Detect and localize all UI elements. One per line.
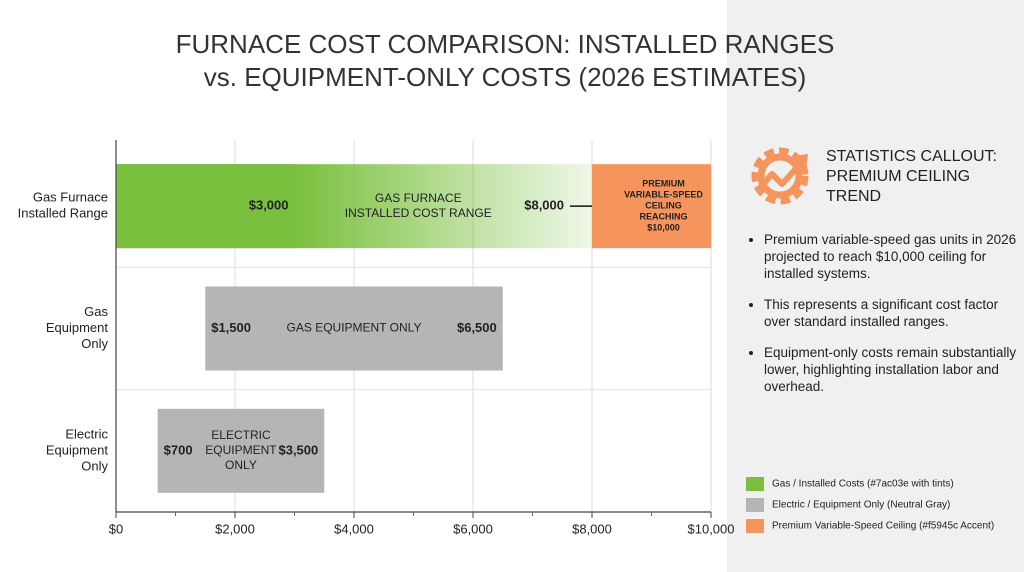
x-tick-label: $0 xyxy=(109,521,123,536)
callout-bullet: Equipment-only costs remain substantiall… xyxy=(764,344,1024,395)
bar-text: ONLY xyxy=(225,458,257,472)
side-panel xyxy=(727,0,1024,572)
range-bar xyxy=(157,408,325,493)
range-bar-base xyxy=(116,164,295,249)
callout-title-line: PREMIUM CEILING xyxy=(826,168,971,185)
value-label: $6,500 xyxy=(457,320,497,335)
legend-swatch xyxy=(746,519,764,533)
category-label: Installed Range xyxy=(18,206,108,221)
callout-title-line: STATISTICS CALLOUT: xyxy=(826,148,997,165)
ceiling-bar xyxy=(592,164,711,249)
bar-text: REACHING xyxy=(639,212,687,222)
x-tick-label: $10,000 xyxy=(688,521,735,536)
x-tick-label: $2,000 xyxy=(215,521,255,536)
legend-label: Electric / Equipment Only (Neutral Gray) xyxy=(772,500,950,511)
x-tick-label: $8,000 xyxy=(572,521,612,536)
category-label: Gas Furnace xyxy=(33,190,108,205)
x-tick-label: $4,000 xyxy=(334,521,374,536)
callout-bullet: Premium variable-speed gas units in 2026… xyxy=(764,231,1024,282)
value-label: $1,500 xyxy=(211,320,251,335)
range-bar xyxy=(205,286,503,371)
chart-title: vs. EQUIPMENT-ONLY COSTS (2026 ESTIMATES… xyxy=(204,62,806,92)
callout-title: STATISTICS CALLOUT: PREMIUM CEILING TREND xyxy=(826,147,997,207)
legend-swatch xyxy=(746,477,764,491)
value-label: $3,500 xyxy=(278,442,318,457)
category-label: Only xyxy=(81,458,108,473)
bar-text: CEILING xyxy=(645,201,682,211)
chart-title: FURNACE COST COMPARISON: INSTALLED RANGE… xyxy=(176,29,835,59)
bar-text: EQUIPMENT xyxy=(205,443,277,457)
category-label: Only xyxy=(81,336,108,351)
category-label: Equipment xyxy=(46,442,109,457)
legend-label: Premium Variable-Speed Ceiling (#f5945c … xyxy=(772,521,994,532)
value-label: $700 xyxy=(164,442,193,457)
gear-icon xyxy=(751,147,809,205)
category-label: Electric xyxy=(65,426,108,441)
legend-swatch xyxy=(746,498,764,512)
bar-text: ELECTRIC xyxy=(211,428,271,442)
bar-text: PREMIUM xyxy=(642,179,685,189)
callout-bullets: Premium variable-speed gas units in 2026… xyxy=(748,231,1024,409)
bar-text: INSTALLED COST RANGE xyxy=(345,206,492,220)
bar-text: GAS EQUIPMENT ONLY xyxy=(287,321,422,335)
category-label: Gas xyxy=(84,304,108,319)
bar-text: $10,000 xyxy=(647,223,680,233)
callout-title-line: TREND xyxy=(826,188,882,205)
x-tick-label: $6,000 xyxy=(453,521,493,536)
value-label: $3,000 xyxy=(249,198,289,213)
callout-bullet: This represents a significant cost facto… xyxy=(764,296,1024,330)
bar-text: VARIABLE-SPEED xyxy=(624,190,703,200)
bar-text: GAS FURNACE xyxy=(375,191,462,205)
legend-label: Gas / Installed Costs (#7ac03e with tint… xyxy=(772,479,954,490)
category-label: Equipment xyxy=(46,320,109,335)
value-label: $8,000 xyxy=(524,198,564,213)
